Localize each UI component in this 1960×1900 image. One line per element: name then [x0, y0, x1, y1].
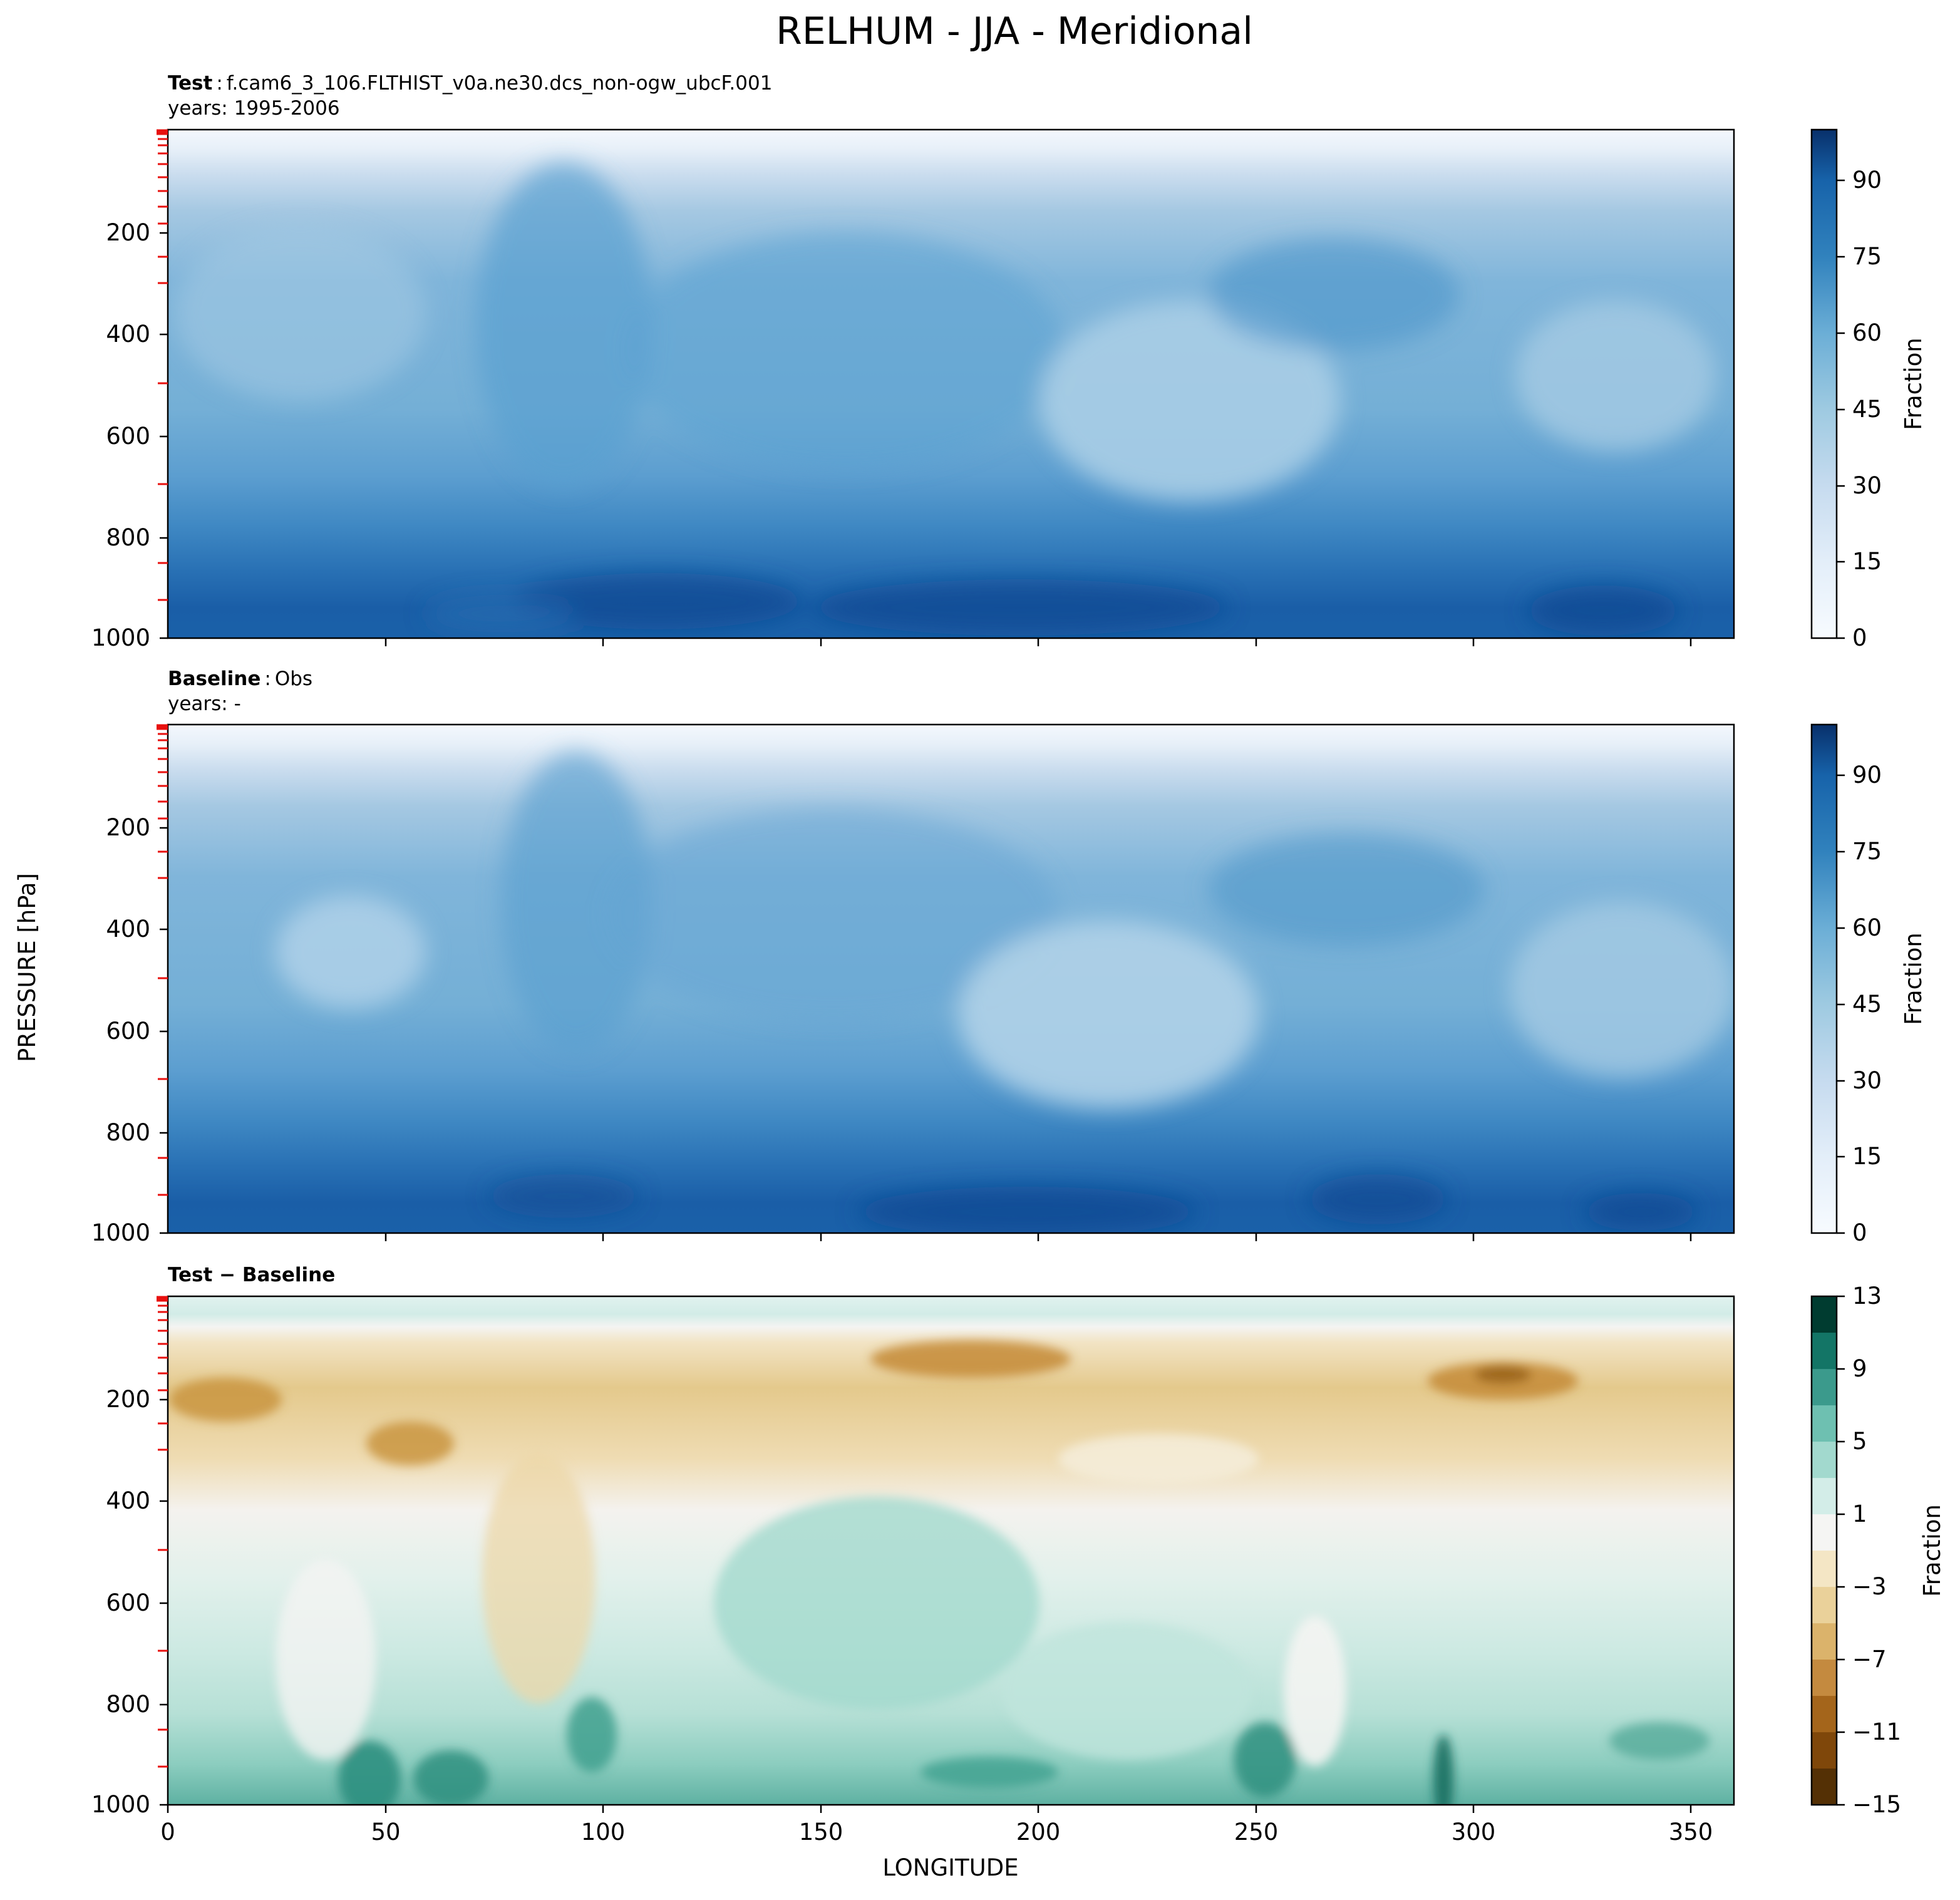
y-tick-label: 400	[106, 321, 150, 348]
colorbar-tick-label: 0	[1852, 624, 1867, 651]
minus-sign: −	[1852, 1573, 1872, 1600]
model-level-ticks	[157, 724, 168, 1196]
y-tick-label: 1000	[91, 624, 150, 651]
y-tick-label: 1000	[91, 1219, 150, 1246]
x-tick-label: 200	[1016, 1819, 1061, 1846]
y-axis-label: PRESSURE [hPa]	[14, 873, 41, 1062]
minus-sign: −	[1852, 1646, 1872, 1673]
colorbar-tick-label: 5	[1852, 1428, 1867, 1455]
x-tick-label: 300	[1452, 1819, 1496, 1846]
y-tick-label: 200	[106, 814, 150, 841]
colorbar-tick-label: 45	[1852, 396, 1882, 423]
panel-title-separator: :	[216, 72, 222, 95]
colorbar-tick-label: 60	[1852, 319, 1882, 346]
colorbar: 0 15 30 45 60 75 90 Fraction	[1810, 128, 1927, 651]
x-ticks	[384, 638, 1692, 646]
panel-test: Test: f.cam6_3_106.FLTHIST_v0a.ne30.dcs_n…	[91, 72, 1927, 651]
y-tick-label: 600	[106, 423, 150, 450]
x-ticks: 0 50 100 150 200 250 300 350	[160, 1805, 1713, 1846]
panel-subtitle: years: 1995-2006	[168, 97, 340, 120]
panel-title: Baseline: Obs	[168, 668, 312, 690]
x-tick-label: 250	[1234, 1819, 1279, 1846]
colorbar-tick-label: 15	[1852, 548, 1882, 575]
colorbar-tick-label: 0	[1852, 1219, 1867, 1246]
panel-baseline: Baseline: Obs years: -	[91, 668, 1927, 1246]
x-tick-label: 350	[1669, 1819, 1713, 1846]
y-ticks: 200 400 600 800 1000	[91, 1386, 168, 1818]
y-tick-label: 800	[106, 1119, 150, 1146]
colorbar-tick-label: 13	[1852, 1283, 1882, 1309]
y-ticks: 200 400 600 800 1000	[91, 219, 168, 651]
colorbar-label: Fraction	[1900, 338, 1927, 430]
panel-subtitle: years: -	[168, 693, 241, 715]
panel-title-case: Obs	[275, 668, 312, 690]
model-level-ticks	[157, 129, 168, 601]
colorbar-tick-label: −7	[1852, 1646, 1887, 1673]
colorbar-tick-label: 30	[1852, 472, 1882, 499]
figure-suptitle: RELHUM - JJA - Meridional	[776, 9, 1253, 53]
y-tick-label: 600	[106, 1589, 150, 1616]
minus-sign: −	[1852, 1791, 1872, 1818]
colorbar-tick-label: 1	[1852, 1500, 1867, 1527]
contour-field	[168, 725, 1734, 1233]
colorbar-tick-label: 9	[1852, 1355, 1867, 1382]
y-tick-label: 400	[106, 916, 150, 942]
minus-sign: −	[1852, 1718, 1872, 1745]
colorbar-tick-label: 75	[1852, 838, 1882, 865]
y-tick-label: 200	[106, 1386, 150, 1413]
colorbar-tick-abs: 15	[1872, 1791, 1901, 1818]
x-tick-label: 0	[160, 1819, 175, 1846]
model-level-ticks	[157, 1296, 168, 1768]
panel-title-case: f.cam6_3_106.FLTHIST_v0a.ne30.dcs_non-og…	[227, 72, 773, 95]
colorbar-tick-label: −15	[1852, 1791, 1901, 1818]
x-tick-label: 50	[371, 1819, 400, 1846]
y-tick-label: 200	[106, 219, 150, 246]
x-tick-label: 150	[799, 1819, 843, 1846]
y-tick-label: 800	[106, 524, 150, 551]
panel-title-bold: Baseline	[168, 668, 260, 690]
panel-title: Test: f.cam6_3_106.FLTHIST_v0a.ne30.dcs_n…	[168, 72, 772, 95]
colorbar-tick-label: 15	[1852, 1143, 1882, 1170]
colorbar-bands	[1812, 1296, 1837, 1805]
colorbar-tick-label: 30	[1852, 1067, 1882, 1094]
colorbar-label: Fraction	[1919, 1504, 1946, 1597]
y-tick-label: 800	[106, 1691, 150, 1718]
colorbar-tick-label: 90	[1852, 167, 1882, 194]
colorbar-tick-label: 45	[1852, 991, 1882, 1018]
x-ticks	[384, 1233, 1692, 1241]
panel-title-separator: :	[264, 668, 271, 690]
colorbar-tick-abs: 11	[1872, 1718, 1901, 1745]
x-tick-label: 100	[581, 1819, 626, 1846]
colorbar-tick-abs: 7	[1872, 1646, 1887, 1673]
colorbar: 0 15 30 45 60 75 90 Fraction	[1810, 723, 1927, 1246]
panel-title: Test − Baseline	[168, 1264, 335, 1286]
contour-field	[168, 130, 1734, 638]
colorbar-tick-label: −11	[1852, 1718, 1901, 1745]
contour-field	[168, 1296, 1734, 1805]
colorbar-tick-abs: 3	[1872, 1573, 1887, 1600]
colorbar-tick-label: 60	[1852, 914, 1882, 941]
y-ticks: 200 400 600 800 1000	[91, 814, 168, 1246]
panel-title-bold: Test	[168, 72, 213, 95]
colorbar-tick-label: −3	[1852, 1573, 1887, 1600]
y-tick-label: 400	[106, 1487, 150, 1514]
colorbar-tick-label: 90	[1852, 762, 1882, 788]
x-axis-label: LONGITUDE	[882, 1854, 1018, 1881]
colorbar-label: Fraction	[1900, 932, 1927, 1025]
colorbar: 13 9 5 1 −3 −7 −11 −15 Fraction	[1810, 1283, 1946, 1818]
y-tick-label: 600	[106, 1018, 150, 1045]
panel-difference: Test − Baseline	[91, 1264, 1946, 1881]
colorbar-tick-label: 75	[1852, 243, 1882, 270]
y-tick-label: 1000	[91, 1791, 150, 1818]
